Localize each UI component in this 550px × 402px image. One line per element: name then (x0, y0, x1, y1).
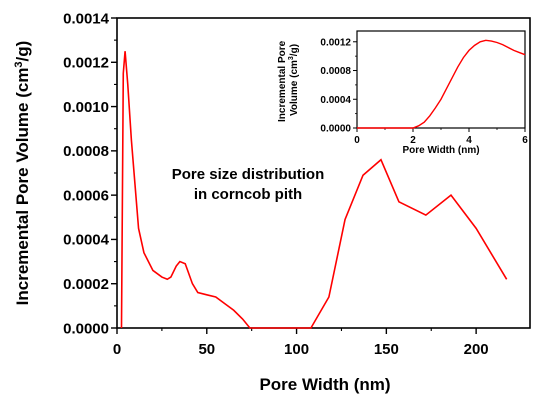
y-tick-label: 0.0010 (63, 99, 109, 116)
y-tick-label: 0.0004 (320, 95, 351, 106)
inset-series-line (357, 39, 526, 129)
inset-y-axis-title: Incremental Pore Volume (cm3/g) (277, 38, 300, 122)
y-tick-label: 0.0006 (63, 187, 109, 204)
y-tick-label: 0.0000 (320, 124, 351, 135)
y-tick-label: 0.0012 (63, 55, 109, 72)
inset-x-axis-title: Pore Width (nm) (402, 145, 479, 156)
main-x-axis-title: Pore Width (nm) (259, 375, 390, 394)
main-y-axis-title: Incremental Pore Volume (cm3/g) (13, 41, 32, 306)
x-tick-label: 50 (198, 341, 215, 358)
y-tick-label: 0.0008 (320, 66, 351, 77)
x-tick-label: 6 (522, 135, 528, 146)
y-tick-label: 0.0002 (63, 276, 109, 293)
x-tick-label: 150 (374, 341, 399, 358)
y-tick-label: 0.0014 (63, 10, 110, 27)
y-tick-label: 0.0012 (320, 37, 351, 48)
annotation-line-1: Pore size distribution (172, 166, 325, 183)
y-tick-label: 0.0004 (63, 232, 110, 249)
x-tick-label: 100 (284, 341, 309, 358)
inset-plot-frame (356, 30, 526, 129)
x-tick-label: 200 (464, 341, 489, 358)
y-tick-label: 0.0008 (63, 143, 109, 160)
main-series-line (120, 51, 508, 329)
x-tick-label: 2 (410, 135, 416, 146)
y-tick-label: 0.0000 (63, 320, 109, 337)
x-tick-label: 4 (466, 135, 472, 146)
annotation-line-2: in corncob pith (194, 186, 302, 203)
x-tick-label: 0 (354, 135, 360, 146)
x-tick-label: 0 (113, 341, 121, 358)
main-axes: 0 50 100 150 200 0.0000 0.0002 0.0004 0.0006 0.00… (63, 10, 489, 358)
